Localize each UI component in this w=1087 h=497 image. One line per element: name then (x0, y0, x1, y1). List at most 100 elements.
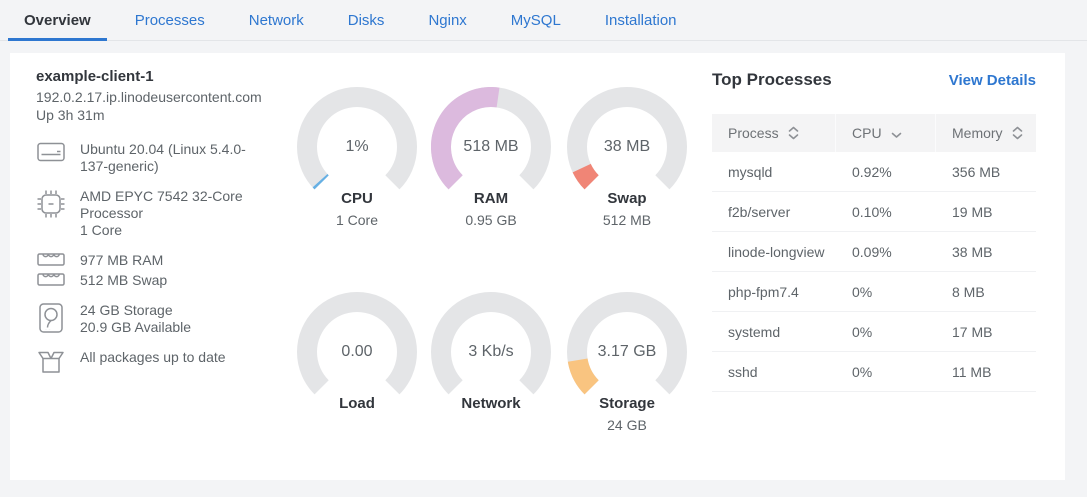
host-uptime: Up 3h 31m (36, 107, 105, 123)
spec-os: Ubuntu 20.04 (Linux 5.4.0-137-generic) (36, 141, 278, 175)
table-row: php-fpm7.4 0% 8 MB (712, 272, 1036, 312)
gauge-ram-arc: 518 MB (431, 87, 551, 207)
cpu-cell: 0.10% (852, 203, 892, 220)
gauge-load-arc: 0.00 (297, 292, 417, 412)
system-info-panel: example-client-1 192.0.2.17.ip.linodeuse… (36, 67, 278, 387)
gauge-storage-label: Storage (599, 395, 655, 412)
process-cell: linode-longview (728, 243, 825, 260)
gauge-storage-sublabel: 24 GB (607, 417, 647, 433)
packages-text: All packages up to date (80, 349, 226, 365)
cpu-cell: 0.92% (852, 163, 892, 180)
gauge-swap-value: 38 MB (603, 138, 651, 155)
column-header-memory[interactable]: Memory (936, 114, 1036, 152)
process-cell: f2b/server (728, 203, 791, 220)
cpu-cell: 0% (852, 363, 873, 380)
process-cell: sshd (728, 363, 758, 380)
gauge-ram-sublabel: 0.95 GB (465, 212, 517, 228)
cpu-text: AMD EPYC 7542 32-Core Processor 1 Core (80, 188, 270, 239)
tab-disks[interactable]: Disks (347, 11, 385, 29)
tab-processes[interactable]: Processes (134, 11, 205, 29)
gauge-load-label: Load (339, 395, 375, 412)
gauge-swap-label: Swap (607, 190, 647, 207)
gauge-storage: 3.17 GB Storage 24 GB (559, 292, 695, 433)
sort-both-icon (788, 126, 799, 140)
gauge-cpu-value: 1% (345, 138, 369, 155)
gauge-cpu-arc: 1% (297, 87, 417, 207)
table-row: mysqld 0.92% 356 MB (712, 152, 1036, 192)
spec-ram: 977 MB RAM (36, 252, 278, 269)
host-hostname: 192.0.2.17.ip.linodeusercontent.com (36, 89, 262, 105)
gauge-network: 3 Kb/s Network (423, 292, 559, 417)
overview-card: example-client-1 192.0.2.17.ip.linodeuse… (10, 53, 1065, 480)
cpu-model: AMD EPYC 7542 32-Core Processor (80, 188, 243, 221)
memory-cell: 356 MB (952, 163, 1001, 180)
memory-cell: 38 MB (952, 243, 993, 260)
processes-table: Process CPU Memory (712, 114, 1036, 392)
gauge-swap-arc: 38 MB (567, 87, 687, 207)
cpu-cores: 1 Core (80, 222, 123, 238)
storage-text: 24 GB Storage 20.9 GB Available (80, 302, 270, 336)
gauge-network-value: 3 Kb/s (468, 343, 514, 360)
process-cell: systemd (728, 323, 781, 340)
cpu-chip-icon (36, 188, 66, 239)
process-cell: mysqld (728, 163, 773, 180)
process-cell: php-fpm7.4 (728, 283, 799, 300)
processes-table-header: Process CPU Memory (712, 114, 1036, 152)
memory-cell: 19 MB (952, 203, 993, 220)
spec-packages: All packages up to date (36, 349, 278, 374)
memory-cell: 17 MB (952, 323, 993, 340)
package-box-icon (36, 349, 66, 374)
ram-text: 977 MB RAM (80, 252, 164, 268)
host-name: example-client-1 (36, 68, 154, 85)
tab-overview[interactable]: Overview (8, 0, 107, 41)
storage-available: 20.9 GB Available (80, 319, 192, 335)
gauge-load: 0.00 Load (289, 292, 425, 417)
sort-both-icon (1012, 126, 1023, 140)
memory-cell: 8 MB (952, 283, 985, 300)
tab-network[interactable]: Network (248, 11, 304, 29)
gauge-ram: 518 MB RAM 0.95 GB (423, 87, 559, 228)
gauge-cpu-label: CPU (341, 190, 373, 207)
spec-storage: 24 GB Storage 20.9 GB Available (36, 302, 278, 336)
gauge-ram-value: 518 MB (463, 138, 519, 155)
table-row: sshd 0% 11 MB (712, 352, 1036, 392)
table-row: f2b/server 0.10% 19 MB (712, 192, 1036, 232)
table-row: linode-longview 0.09% 38 MB (712, 232, 1036, 272)
view-details-link[interactable]: View Details (948, 71, 1036, 89)
gauge-swap-sublabel: 512 MB (602, 212, 652, 228)
processes-table-body: mysqld 0.92% 356 MB f2b/server 0.10% 19 MB lin… (712, 152, 1036, 392)
tab-bar: Overview Processes Network Disks Nginx MySQL I… (0, 0, 1087, 41)
gauge-cpu: 1% CPU 1 Core (289, 87, 425, 228)
hard-disk-icon (36, 302, 66, 336)
cpu-cell: 0.09% (852, 243, 892, 260)
top-processes-title: Top Processes (712, 70, 832, 89)
memory-cell: 11 MB (952, 363, 992, 380)
cpu-cell: 0% (852, 323, 873, 340)
swap-text: 512 MB Swap (80, 272, 168, 288)
sort-desc-icon (891, 126, 902, 140)
os-distro-icon (36, 141, 66, 175)
storage-total: 24 GB Storage (80, 302, 173, 318)
gauge-ram-label: RAM (473, 190, 509, 207)
top-processes-panel: Top Processes View Details Process CPU (712, 68, 1036, 392)
column-header-cpu[interactable]: CPU (836, 114, 936, 152)
tab-installation[interactable]: Installation (604, 11, 677, 29)
spec-cpu: AMD EPYC 7542 32-Core Processor 1 Core (36, 188, 278, 239)
gauge-storage-value: 3.17 GB (597, 343, 657, 360)
gauge-network-label: Network (461, 395, 521, 412)
gauge-storage-arc: 3.17 GB (567, 292, 687, 412)
gauge-network-arc: 3 Kb/s (431, 292, 551, 412)
os-text: Ubuntu 20.04 (Linux 5.4.0-137-generic) (80, 141, 246, 174)
tab-nginx[interactable]: Nginx (428, 11, 467, 29)
gauge-swap: 38 MB Swap 512 MB (559, 87, 695, 228)
cpu-cell: 0% (852, 283, 873, 300)
column-header-process[interactable]: Process (712, 114, 836, 152)
spec-swap: 512 MB Swap (36, 272, 278, 289)
tab-mysql[interactable]: MySQL (510, 11, 561, 29)
ram-stick-icon (36, 272, 66, 289)
spec-list: Ubuntu 20.04 (Linux 5.4.0-137-generic) A… (36, 141, 278, 374)
gauge-cpu-sublabel: 1 Core (335, 212, 379, 228)
ram-stick-icon (36, 252, 66, 269)
table-row: systemd 0% 17 MB (712, 312, 1036, 352)
gauge-load-value: 0.00 (341, 343, 373, 360)
